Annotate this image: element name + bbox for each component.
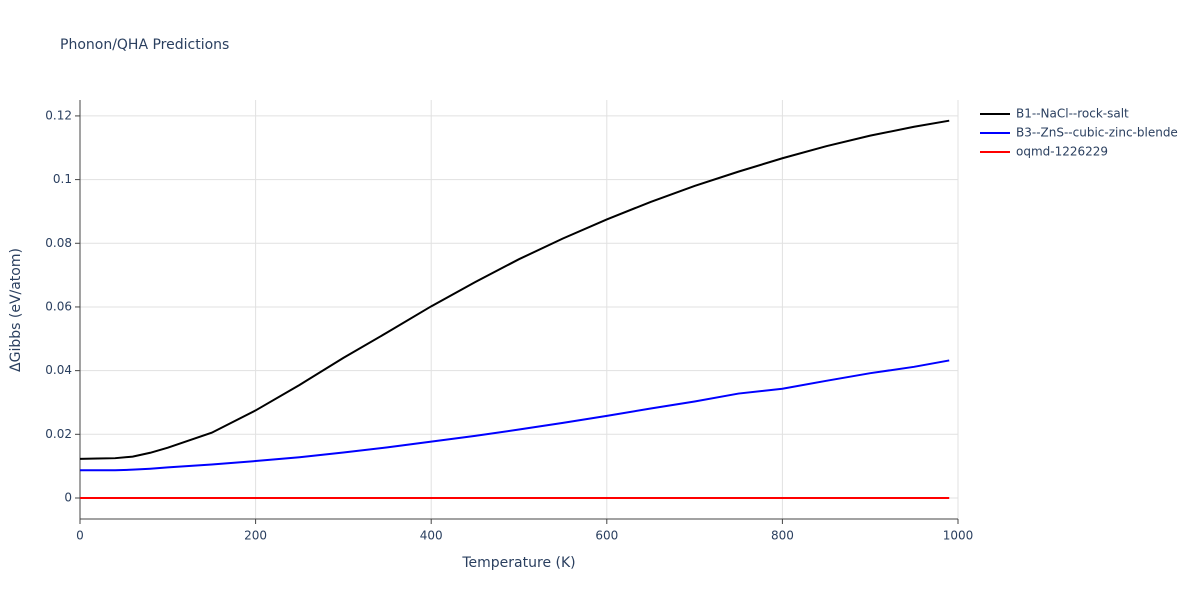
- series-line: [79, 119, 950, 460]
- y-tick-label: 0.04: [45, 363, 72, 377]
- legend-label[interactable]: B1--NaCl--rock-salt: [1016, 107, 1129, 121]
- x-tick-label: 400: [420, 529, 443, 543]
- y-tick-label: 0.06: [45, 299, 72, 313]
- legend-label[interactable]: oqmd-1226229: [1016, 145, 1108, 159]
- y-tick-label: 0.02: [45, 427, 72, 441]
- y-tick-label: 0.12: [45, 108, 72, 122]
- y-tick-label: 0.08: [45, 236, 72, 250]
- x-tick-label: 600: [595, 529, 618, 543]
- x-tick-label: 1000: [943, 529, 974, 543]
- y-tick-label: 0: [64, 490, 72, 504]
- x-tick-label: 0: [76, 529, 84, 543]
- series-line: [80, 359, 950, 472]
- legend-label[interactable]: B3--ZnS--cubic-zinc-blende: [1016, 126, 1178, 140]
- y-tick-label: 0.1: [53, 172, 72, 186]
- x-tick-label: 200: [244, 529, 267, 543]
- chart-title: Phonon/QHA Predictions: [60, 37, 229, 53]
- y-axis-title: ΔGibbs (eV/atom): [8, 248, 24, 372]
- x-tick-label: 800: [771, 529, 794, 543]
- x-axis-title: Temperature (K): [461, 555, 575, 571]
